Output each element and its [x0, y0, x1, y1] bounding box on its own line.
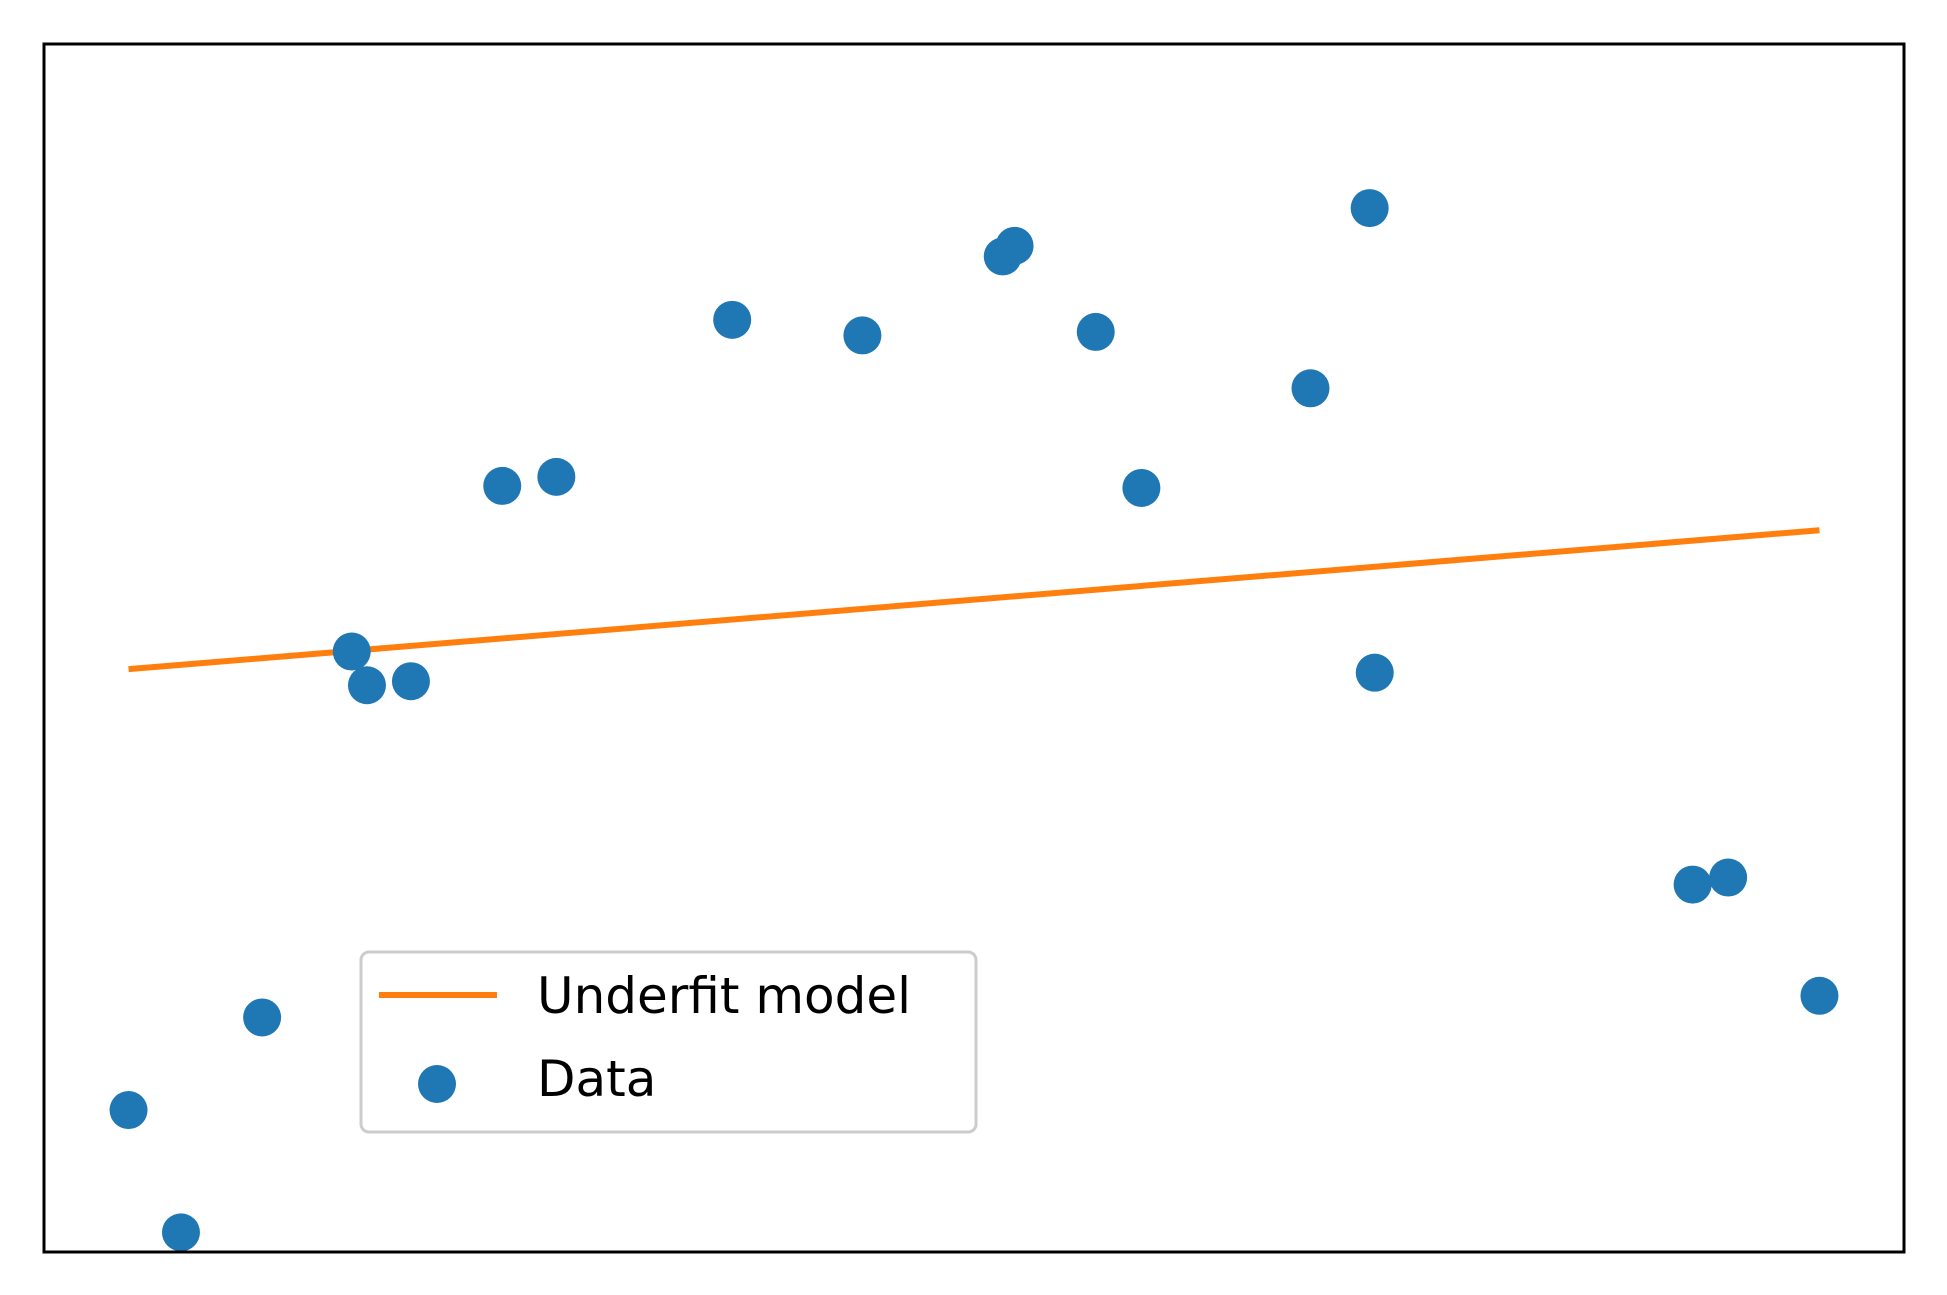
data-point — [995, 226, 1034, 265]
data-point — [243, 998, 282, 1037]
data-point — [843, 316, 882, 355]
data-point — [1800, 976, 1839, 1015]
data-point — [713, 300, 752, 339]
data-point — [1709, 858, 1748, 897]
data-point — [1350, 189, 1389, 228]
data-point — [1291, 369, 1330, 408]
legend-label-line: Underfit model — [537, 967, 911, 1025]
underfit-model-line — [128, 527, 1820, 673]
data-point — [537, 457, 576, 496]
data-point — [391, 662, 430, 701]
axes-frame — [42, 42, 1906, 1254]
data-point — [1355, 653, 1394, 692]
data-point — [1122, 468, 1161, 507]
legend-marker-swatch — [418, 1065, 456, 1103]
data-point — [161, 1213, 200, 1252]
data-point — [483, 466, 522, 505]
legend: Underfit model Data — [359, 950, 978, 1134]
data-point — [1076, 312, 1115, 351]
data-point — [347, 666, 386, 705]
data-point — [109, 1091, 148, 1130]
data-point — [332, 632, 371, 671]
legend-label-data: Data — [537, 1050, 656, 1108]
data-point — [1673, 865, 1712, 904]
legend-box — [359, 950, 978, 1134]
plot-area — [109, 189, 1839, 1252]
